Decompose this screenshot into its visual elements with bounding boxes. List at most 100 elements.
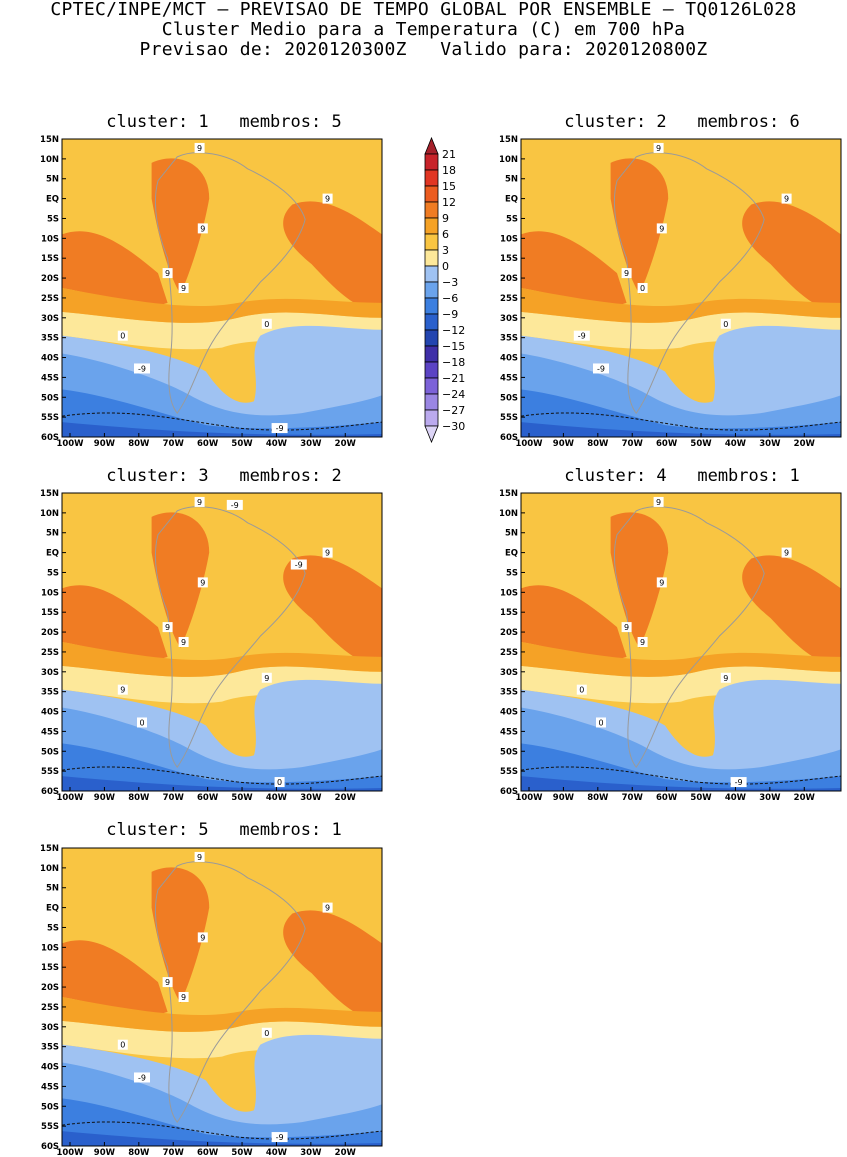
lat-label-1-7: 20S bbox=[41, 274, 59, 284]
lat-label-3-15: 60S bbox=[41, 787, 59, 797]
contour-label-2-8: -9 bbox=[597, 364, 605, 373]
lon-label-3-5: 50W bbox=[231, 793, 253, 803]
colorbar-label-14: −21 bbox=[442, 372, 465, 385]
lat-label-4-14: 55S bbox=[500, 767, 518, 777]
lon-label-5-1: 90W bbox=[94, 1148, 116, 1157]
contour-label-box-1-8 bbox=[134, 363, 150, 374]
contour-label-5-6: 0 bbox=[264, 1029, 269, 1038]
lat-label-4-12: 45S bbox=[500, 727, 518, 737]
map-panel-1: 9 9 9 9 9 0 0 -9 -9 15N 10N 5N EQ 5S 10S 15S 20S 25S 30S 35… bbox=[40, 135, 382, 449]
contour-label-box-1-7 bbox=[117, 330, 128, 341]
lat-label-5-15: 60S bbox=[41, 1142, 59, 1152]
lat-label-2-11: 40S bbox=[500, 354, 518, 364]
contour-label-box-3-2 bbox=[322, 547, 333, 558]
temperature-band-1-3 bbox=[152, 158, 210, 294]
figure-header: CPTEC/INPE/MCT – PREVISAO DE TEMPO GLOBA… bbox=[0, 0, 847, 60]
lat-label-3-11: 40S bbox=[41, 708, 59, 718]
contour-label-box-2-2 bbox=[781, 193, 792, 204]
contour-label-4-1: 9 bbox=[656, 498, 661, 507]
lat-label-1-1: 10N bbox=[40, 155, 59, 165]
contour-label-5-8: -9 bbox=[138, 1073, 146, 1082]
lat-label-3-3: EQ bbox=[46, 549, 59, 559]
colorbar-label-11: −12 bbox=[442, 324, 465, 337]
lat-label-1-6: 15S bbox=[41, 254, 59, 264]
contour-label-4-2: 9 bbox=[784, 549, 789, 558]
panel-title-1: cluster: 1 membros: 5 bbox=[106, 112, 342, 132]
lon-label-2-5: 50W bbox=[690, 439, 712, 449]
lat-label-1-10: 35S bbox=[41, 334, 59, 344]
lat-label-3-4: 5S bbox=[47, 568, 59, 578]
colorbar-label-1: 18 bbox=[442, 164, 456, 177]
contour-label-box-4-1 bbox=[653, 496, 664, 507]
header-line-1: CPTEC/INPE/MCT – PREVISAO DE TEMPO GLOBA… bbox=[50, 0, 797, 20]
contour-label-1-8: -9 bbox=[138, 364, 146, 373]
lat-label-3-12: 45S bbox=[41, 727, 59, 737]
contour-label-box-1-9 bbox=[271, 423, 288, 434]
lon-label-3-7: 30W bbox=[300, 793, 322, 803]
lat-label-3-8: 25S bbox=[41, 648, 59, 658]
lat-label-5-1: 10N bbox=[40, 864, 59, 874]
lat-label-4-13: 50S bbox=[500, 747, 518, 757]
lat-label-2-7: 20S bbox=[500, 274, 518, 284]
colorbar-label-10: −9 bbox=[442, 308, 458, 321]
lat-label-4-7: 20S bbox=[500, 628, 518, 638]
colorbar: 21 18 15 12 9 6 3 0 −3 −6 −9 −12 −15 −18 −21 −24 −27 −30 bbox=[424, 136, 465, 444]
contour-label-2-3: 9 bbox=[659, 224, 664, 233]
lat-label-2-1: 10N bbox=[499, 155, 518, 165]
contour-label-2-1: 9 bbox=[656, 144, 661, 153]
contour-label-box-5-4 bbox=[162, 977, 173, 988]
contour-label-box-1-5 bbox=[178, 283, 189, 293]
lat-label-1-8: 25S bbox=[41, 294, 59, 304]
contour-label-3-5: 9 bbox=[181, 638, 186, 647]
lon-label-1-5: 50W bbox=[231, 439, 253, 449]
lat-label-4-6: 15S bbox=[500, 608, 518, 618]
lon-label-2-6: 40W bbox=[725, 439, 747, 449]
contour-label-box-5-6 bbox=[261, 1027, 272, 1038]
contour-label-1-5: 9 bbox=[181, 284, 186, 293]
contour-label-3-3: 9 bbox=[200, 578, 205, 587]
contour-label-box-2-1 bbox=[653, 142, 664, 153]
contour-label-box-3-9 bbox=[274, 777, 285, 788]
lat-label-2-10: 35S bbox=[500, 334, 518, 344]
contour-label-3-2: 9 bbox=[325, 549, 330, 558]
contour-label-box-4-9 bbox=[730, 777, 747, 788]
lon-label-1-4: 60W bbox=[197, 439, 219, 449]
contour-label-4-8: 0 bbox=[598, 718, 603, 727]
contour-label-1-3: 9 bbox=[200, 224, 205, 233]
temperature-band-3-4 bbox=[283, 555, 382, 665]
contour-label-box-1-3 bbox=[197, 223, 208, 234]
contour-label-3-11: -9 bbox=[295, 561, 303, 570]
lon-label-4-5: 50W bbox=[690, 793, 712, 803]
temperature-band-1-4 bbox=[283, 201, 382, 311]
colorbar-label-5: 6 bbox=[442, 228, 449, 241]
contour-label-box-3-6 bbox=[261, 672, 272, 683]
lon-label-4-0: 100W bbox=[515, 793, 543, 803]
contour-label-box-4-3 bbox=[656, 577, 667, 588]
map-frame-2 bbox=[520, 138, 842, 438]
lat-label-2-4: 5S bbox=[506, 214, 518, 224]
map-panel-3: 9 9 9 9 9 9 9 0 0 -9 -9 15N 10N 5N EQ 5S 10S 15S 20S 25S 30S… bbox=[40, 489, 382, 803]
colorbar-label-16: −27 bbox=[442, 404, 465, 417]
colorbar-segment-16 bbox=[424, 393, 439, 411]
lon-label-4-3: 70W bbox=[622, 793, 644, 803]
contour-label-box-1-1 bbox=[194, 142, 205, 153]
colorbar-segment-1 bbox=[424, 153, 439, 171]
lon-label-1-3: 70W bbox=[163, 439, 185, 449]
contour-label-box-3-4 bbox=[162, 622, 173, 633]
colorbar-label-4: 9 bbox=[442, 212, 449, 225]
contour-label-5-5: 9 bbox=[181, 993, 186, 1002]
contour-label-box-2-4 bbox=[621, 268, 632, 279]
colorbar-label-0: 21 bbox=[442, 148, 456, 161]
lat-label-4-3: EQ bbox=[505, 549, 518, 559]
contour-label-box-3-11 bbox=[290, 559, 307, 570]
contour-dashed-5 bbox=[62, 1122, 382, 1139]
lat-label-2-0: 15N bbox=[499, 135, 518, 145]
lat-label-4-2: 5N bbox=[505, 529, 518, 539]
lat-label-2-9: 30S bbox=[500, 314, 518, 324]
lat-label-5-7: 20S bbox=[41, 983, 59, 993]
contour-label-5-4: 9 bbox=[165, 978, 170, 987]
colorbar-segment-9 bbox=[424, 281, 439, 299]
lon-label-3-6: 40W bbox=[266, 793, 288, 803]
contour-label-2-7: -9 bbox=[578, 332, 586, 341]
lon-label-5-3: 70W bbox=[163, 1148, 185, 1157]
